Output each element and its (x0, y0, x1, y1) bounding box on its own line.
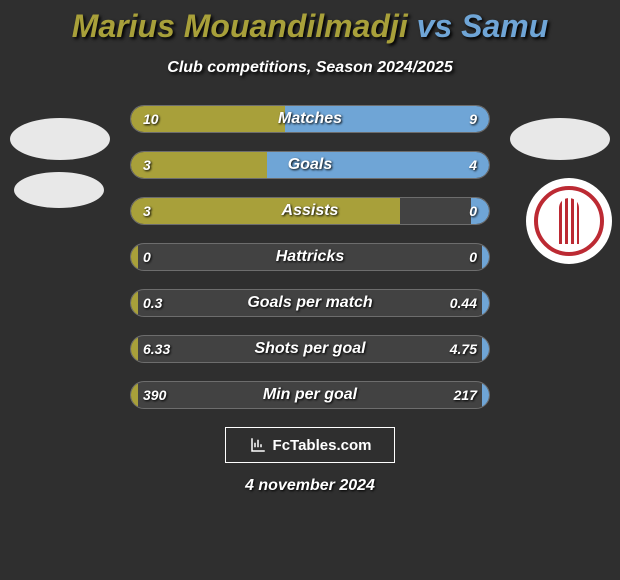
stat-row: 6.334.75Shots per goal (130, 335, 490, 363)
player2-name: Samu (461, 8, 548, 44)
stat-row: 109Matches (130, 105, 490, 133)
stat-label: Assists (131, 198, 489, 224)
stat-label: Shots per goal (131, 336, 489, 362)
stat-row: 00Hattricks (130, 243, 490, 271)
footer-date: 4 november 2024 (0, 477, 620, 495)
player1-club-placeholder (14, 172, 104, 208)
stat-label: Goals (131, 152, 489, 178)
chart-icon (249, 436, 267, 454)
watermark-box: FcTables.com (225, 427, 395, 463)
stat-label: Hattricks (131, 244, 489, 270)
stat-label: Min per goal (131, 382, 489, 408)
stat-label: Goals per match (131, 290, 489, 316)
vs-text: vs (408, 8, 461, 44)
comparison-title: Marius Mouandilmadji vs Samu (0, 0, 620, 45)
comparison-subtitle: Club competitions, Season 2024/2025 (0, 59, 620, 77)
stats-bar-group: 109Matches 34Goals 30Assists 00Hattricks 0.3… (130, 105, 490, 409)
stat-row: 0.30.44Goals per match (130, 289, 490, 317)
stat-label: Matches (131, 106, 489, 132)
stat-row: 390217Min per goal (130, 381, 490, 409)
player2-avatar-placeholder (510, 118, 610, 160)
player1-name: Marius Mouandilmadji (72, 8, 408, 44)
stat-row: 34Goals (130, 151, 490, 179)
player2-club-badge (526, 178, 612, 264)
player1-avatar-placeholder (10, 118, 110, 160)
stat-row: 30Assists (130, 197, 490, 225)
club-badge-inner (534, 186, 604, 256)
watermark-text: FcTables.com (273, 437, 372, 454)
club-badge-stripes (559, 198, 579, 244)
